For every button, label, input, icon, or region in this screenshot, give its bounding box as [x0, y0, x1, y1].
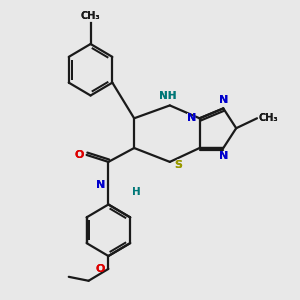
Text: O: O: [74, 150, 84, 160]
Text: NH: NH: [159, 92, 177, 101]
Text: S: S: [174, 160, 182, 170]
Text: NH: NH: [159, 92, 177, 101]
Text: N: N: [96, 180, 105, 190]
Text: CH₃: CH₃: [259, 113, 279, 123]
Text: O: O: [73, 148, 84, 161]
Text: CH₃: CH₃: [259, 113, 279, 123]
Text: CH₃: CH₃: [81, 11, 100, 21]
Text: O: O: [95, 264, 104, 274]
Text: N: N: [187, 113, 196, 123]
Text: H: H: [132, 187, 141, 196]
Text: N: N: [218, 151, 229, 164]
Text: N: N: [218, 92, 229, 105]
Text: N: N: [95, 178, 105, 191]
Text: H: H: [132, 185, 142, 198]
Text: O: O: [74, 150, 84, 160]
Text: O: O: [95, 264, 104, 274]
Text: CH₃: CH₃: [81, 11, 100, 21]
Text: N: N: [186, 112, 197, 125]
Text: N: N: [219, 95, 228, 105]
Text: S: S: [174, 158, 183, 171]
Text: N: N: [96, 180, 105, 190]
Text: NH: NH: [158, 88, 178, 101]
Text: N: N: [219, 95, 228, 105]
Text: S: S: [174, 160, 182, 170]
Text: N: N: [219, 151, 228, 161]
Text: N: N: [187, 113, 196, 123]
Text: O: O: [94, 262, 104, 275]
Text: H: H: [132, 187, 140, 196]
Text: N: N: [219, 151, 228, 161]
